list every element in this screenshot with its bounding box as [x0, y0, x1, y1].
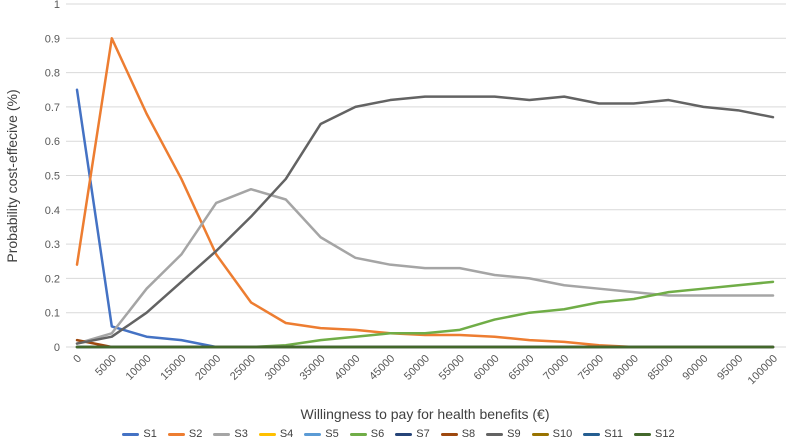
x-tick-label: 50000: [402, 353, 432, 383]
x-tick-label: 25000: [228, 353, 258, 383]
legend-label: S12: [654, 428, 675, 440]
x-tick-label: 75000: [576, 353, 606, 383]
x-tick-label: 95000: [715, 353, 745, 383]
legend-label: S3: [234, 428, 248, 440]
legend-swatch-s12: [633, 432, 651, 436]
legend-item-s12: S12: [633, 428, 675, 440]
x-tick-label: 80000: [611, 353, 641, 383]
x-tick-label: 90000: [680, 353, 710, 383]
y-tick-label: 0.8: [45, 68, 60, 80]
x-tick-label: 60000: [472, 353, 502, 383]
legend-item-s8: S8: [440, 428, 476, 440]
legend-swatch-s6: [349, 432, 367, 436]
x-axis-title: Willingness to pay for health benefits (…: [300, 406, 550, 422]
x-tick-label: 55000: [437, 353, 467, 383]
x-tick-label: 35000: [298, 353, 328, 383]
legend-swatch-s4: [258, 432, 276, 436]
x-tick-label: 70000: [541, 353, 571, 383]
legend-label: S10: [552, 428, 573, 440]
y-tick-label: 0.9: [45, 33, 60, 45]
y-tick-label: 0.7: [45, 102, 60, 114]
series-line-s6: [75, 280, 775, 349]
legend-label: S7: [416, 428, 430, 440]
legend-item-s6: S6: [349, 428, 385, 440]
legend-swatch-s5: [304, 432, 322, 436]
legend-label: S9: [507, 428, 521, 440]
legend-label: S2: [188, 428, 203, 440]
legend-item-s5: S5: [304, 428, 339, 440]
legend-swatch-s11: [583, 432, 601, 436]
legend-swatch-s9: [486, 432, 504, 436]
series-line-s3: [75, 187, 775, 345]
x-tick-label: 10000: [124, 353, 154, 383]
legend-item-s9: S9: [486, 428, 521, 440]
legend-item-s10: S10: [531, 428, 573, 440]
series-line-s1: [75, 88, 775, 349]
x-tick-label: 5000: [93, 353, 119, 379]
legend-label: S8: [461, 428, 476, 440]
y-tick-label: 0: [54, 342, 60, 354]
x-tick-label: 45000: [367, 353, 397, 383]
x-tick-label: 0: [71, 353, 84, 366]
legend-label: S5: [325, 428, 339, 440]
x-tick-label: 15000: [158, 353, 188, 383]
legend-item-s1: S1: [122, 428, 157, 440]
legend-swatch-s8: [440, 432, 458, 436]
x-tick-label: 100000: [746, 353, 780, 387]
legend-label: S1: [143, 428, 157, 440]
x-tick-label: 40000: [332, 353, 362, 383]
x-tick-label: 85000: [646, 353, 676, 383]
legend-swatch-s1: [122, 432, 140, 436]
series-line-s9: [75, 95, 775, 345]
legend-item-s3: S3: [213, 428, 248, 440]
legend-item-s7: S7: [395, 428, 430, 440]
y-tick-label: 0.1: [45, 308, 60, 320]
y-tick-label: 0.4: [45, 205, 60, 217]
y-tick-label: 0.5: [45, 171, 60, 183]
y-tick-label: 0.2: [45, 273, 60, 285]
legend-label: S4: [279, 428, 294, 440]
legend-swatch-s10: [531, 432, 549, 436]
plot-area: 00.10.20.30.40.50.60.70.80.910 5000 10000 1…: [45, 0, 786, 387]
y-axis-title: Probability cost-effecive (%): [4, 89, 20, 263]
legend-item-s11: S11: [583, 428, 623, 440]
legend-item-s2: S2: [167, 428, 203, 440]
legend-swatch-s7: [395, 432, 413, 436]
x-tick-label: 30000: [263, 353, 293, 383]
x-tick-label: 65000: [506, 353, 536, 383]
legend-label: S11: [604, 428, 623, 440]
series-line-s2: [75, 37, 775, 349]
legend: S1 S2 S3 S4 S5 S6 S7 S8 S9 S10 S11 S12: [0, 428, 797, 440]
legend-label: S6: [370, 428, 385, 440]
legend-swatch-s2: [167, 432, 185, 436]
y-tick-label: 1: [54, 0, 60, 11]
legend-item-s4: S4: [258, 428, 294, 440]
y-tick-label: 0.3: [45, 239, 60, 251]
legend-swatch-s3: [213, 432, 231, 436]
x-tick-label: 20000: [193, 353, 223, 383]
y-tick-label: 0.6: [45, 136, 60, 148]
